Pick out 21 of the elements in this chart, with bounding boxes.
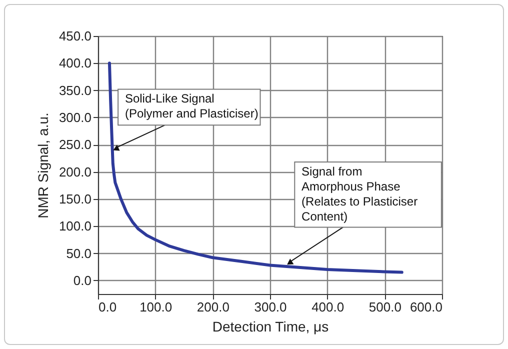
- y-tick-label: 250.0: [58, 137, 92, 152]
- x-tick-label: 600.0: [410, 300, 442, 314]
- y-axis-title: NMR Signal, a.u.: [34, 112, 51, 218]
- x-axis-title: Detection Time, μs: [212, 318, 329, 334]
- y-tick-label: 150.0: [58, 191, 92, 206]
- x-tick-label: 300.0: [254, 300, 287, 314]
- y-tick-label: 400.0: [58, 56, 92, 71]
- x-tick-label: 500.0: [368, 300, 402, 314]
- y-tick-label: 50.0: [66, 246, 92, 261]
- annotation: Solid-Like Signal (Polymer and Plasticiser): [124, 92, 258, 121]
- y-tick-label: 300.0: [58, 110, 92, 125]
- y-tick-label: 0.0: [73, 272, 92, 288]
- x-tick-label: 100.0: [140, 300, 172, 314]
- annotation: Signal from Amorphous Phase (Relates to Plasticiser Content): [302, 164, 418, 224]
- y-tick-label: 350.0: [58, 82, 92, 98]
- y-tick-label: 450.0: [58, 28, 92, 44]
- y-tick-label: 200.0: [58, 164, 92, 180]
- x-tick-label: 400.0: [312, 300, 344, 314]
- y-tick-label: 100.0: [58, 218, 92, 234]
- x-tick-label: 200.0: [196, 300, 230, 314]
- x-tick-label: 0.0: [98, 300, 117, 314]
